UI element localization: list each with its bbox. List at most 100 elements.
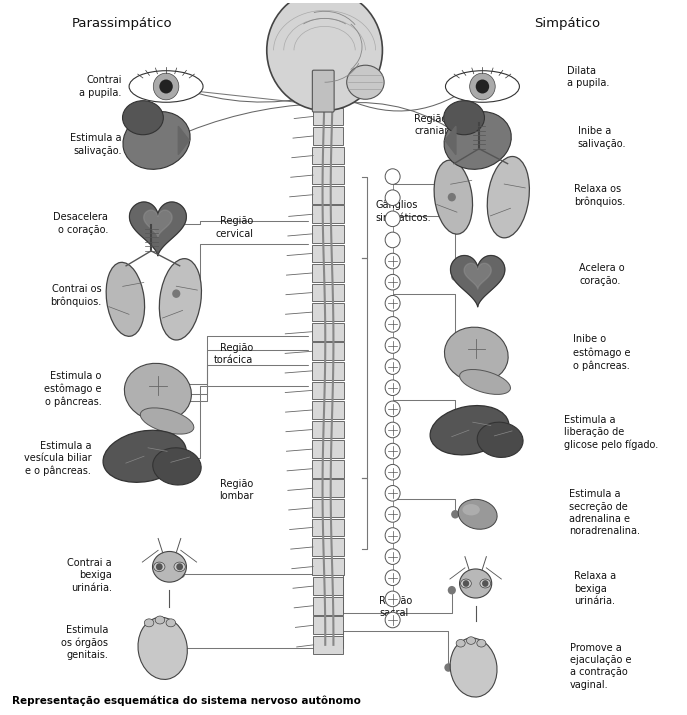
Ellipse shape (166, 619, 176, 627)
Circle shape (156, 563, 163, 571)
Text: Contrai os
brônquios.: Contrai os brônquios. (50, 285, 102, 307)
Circle shape (385, 380, 400, 395)
Text: Inibe o
estômago e
o pâncreas.: Inibe o estômago e o pâncreas. (573, 335, 631, 370)
Text: Contrai
a pupila.: Contrai a pupila. (80, 75, 122, 98)
Circle shape (385, 169, 400, 184)
Text: Estimula
os órgãos
genitais.: Estimula os órgãos genitais. (61, 625, 109, 661)
Polygon shape (451, 255, 505, 307)
FancyBboxPatch shape (312, 420, 344, 438)
FancyBboxPatch shape (313, 70, 334, 112)
Circle shape (172, 290, 181, 298)
Ellipse shape (444, 112, 511, 169)
Text: Estimula a
liberação de
glicose pelo fígado.: Estimula a liberação de glicose pelo fíg… (564, 415, 658, 450)
Circle shape (385, 570, 400, 586)
Circle shape (451, 272, 460, 281)
Circle shape (170, 220, 179, 228)
FancyBboxPatch shape (313, 597, 344, 615)
Text: Região
torácica: Região torácica (214, 342, 253, 365)
FancyBboxPatch shape (312, 225, 344, 242)
Circle shape (385, 211, 400, 227)
Ellipse shape (140, 408, 194, 434)
Text: Estimula o
estômago e
o pâncreas.: Estimula o estômago e o pâncreas. (44, 371, 102, 408)
Circle shape (385, 464, 400, 480)
Ellipse shape (430, 405, 509, 455)
Circle shape (470, 73, 495, 100)
FancyBboxPatch shape (312, 205, 344, 223)
Circle shape (448, 193, 456, 202)
Circle shape (174, 644, 182, 653)
Ellipse shape (450, 638, 497, 697)
Text: Região
cervical: Região cervical (215, 217, 253, 239)
Polygon shape (144, 210, 172, 237)
FancyBboxPatch shape (313, 69, 343, 86)
FancyBboxPatch shape (312, 440, 344, 458)
FancyBboxPatch shape (312, 499, 344, 517)
Circle shape (451, 510, 460, 518)
Ellipse shape (444, 327, 508, 382)
Circle shape (174, 454, 182, 463)
Text: Parassimpático: Parassimpático (71, 17, 172, 30)
FancyBboxPatch shape (312, 245, 344, 262)
Ellipse shape (138, 617, 188, 679)
Ellipse shape (144, 619, 154, 627)
Circle shape (172, 82, 181, 91)
Text: Relaxa a
bexiga
urinária.: Relaxa a bexiga urinária. (574, 571, 616, 606)
Circle shape (475, 79, 489, 94)
FancyBboxPatch shape (312, 382, 344, 399)
Circle shape (463, 580, 469, 587)
Text: Gânglios
simpáticos.: Gânglios simpáticos. (376, 199, 431, 223)
Circle shape (482, 580, 488, 587)
Text: Região
lombar: Região lombar (218, 479, 253, 501)
Circle shape (385, 232, 400, 247)
Circle shape (385, 549, 400, 564)
Ellipse shape (477, 422, 523, 458)
FancyBboxPatch shape (312, 342, 344, 360)
Text: Região
sacral: Região sacral (379, 596, 412, 618)
Ellipse shape (103, 430, 186, 483)
Text: Inibe a
salivação.: Inibe a salivação. (578, 127, 626, 149)
Polygon shape (129, 202, 186, 256)
FancyBboxPatch shape (313, 88, 343, 106)
Circle shape (178, 380, 185, 389)
Ellipse shape (460, 569, 492, 598)
Circle shape (385, 443, 400, 459)
Ellipse shape (434, 160, 473, 234)
FancyBboxPatch shape (313, 167, 344, 184)
Ellipse shape (466, 637, 475, 644)
FancyBboxPatch shape (312, 518, 344, 536)
Circle shape (385, 485, 400, 501)
Ellipse shape (458, 499, 497, 529)
FancyBboxPatch shape (313, 538, 344, 556)
FancyBboxPatch shape (313, 127, 344, 145)
FancyBboxPatch shape (312, 284, 344, 302)
Circle shape (451, 350, 460, 359)
Ellipse shape (154, 562, 165, 571)
Ellipse shape (456, 639, 465, 647)
Circle shape (385, 422, 400, 438)
FancyBboxPatch shape (313, 147, 344, 164)
FancyBboxPatch shape (312, 186, 344, 204)
FancyBboxPatch shape (313, 636, 343, 654)
Circle shape (385, 591, 400, 607)
Ellipse shape (153, 551, 186, 582)
Polygon shape (445, 127, 456, 154)
Circle shape (466, 82, 475, 91)
Circle shape (385, 190, 400, 205)
Ellipse shape (124, 363, 192, 421)
FancyBboxPatch shape (312, 303, 344, 321)
Text: Estimula a
salivação.: Estimula a salivação. (70, 134, 122, 156)
Text: Contrai a
bexiga
urinária.: Contrai a bexiga urinária. (67, 558, 111, 593)
Circle shape (385, 612, 400, 628)
Circle shape (451, 429, 460, 438)
Circle shape (385, 295, 400, 311)
FancyBboxPatch shape (313, 558, 344, 576)
Circle shape (267, 0, 383, 111)
Circle shape (153, 73, 179, 100)
Ellipse shape (155, 616, 165, 624)
Circle shape (178, 398, 185, 405)
Text: Região
craniana: Região craniana (414, 114, 457, 136)
Circle shape (385, 317, 400, 332)
FancyBboxPatch shape (313, 616, 343, 634)
Ellipse shape (462, 504, 480, 516)
Text: Relaxa os
brônquios.: Relaxa os brônquios. (574, 184, 626, 207)
